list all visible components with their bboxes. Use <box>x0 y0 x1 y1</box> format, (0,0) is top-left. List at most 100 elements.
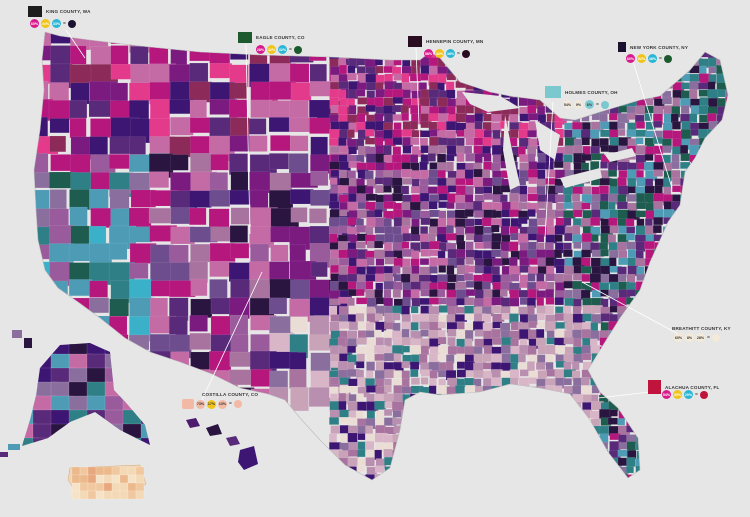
county-cell <box>409 154 419 164</box>
county-cell <box>618 346 630 354</box>
county-cell <box>500 121 509 129</box>
county-cell <box>565 481 575 488</box>
county-cell <box>663 346 674 357</box>
county-cell <box>384 89 394 98</box>
county-cell <box>555 418 569 430</box>
county-cell <box>608 361 619 371</box>
borough-cell <box>22 367 36 387</box>
county-cell <box>410 306 419 314</box>
county-cell <box>229 135 251 152</box>
county-cell <box>391 312 401 321</box>
county-cell <box>429 402 438 412</box>
county-cell <box>654 434 663 444</box>
county-cell <box>384 401 394 409</box>
county-cell <box>445 81 455 92</box>
county-cell <box>681 90 690 99</box>
county-cell <box>501 218 511 227</box>
county-cell <box>500 425 511 437</box>
county-cell <box>725 345 728 355</box>
county-cell <box>616 201 628 210</box>
county-cell <box>527 249 537 259</box>
borough-cell <box>86 353 108 370</box>
county-cell <box>400 185 410 195</box>
county-cell <box>490 418 500 429</box>
county-cell <box>599 442 609 450</box>
county-cell <box>401 168 413 178</box>
county-cell <box>309 32 335 45</box>
county-cell <box>707 297 716 307</box>
county-cell <box>636 378 648 390</box>
county-cell <box>734 466 743 475</box>
county-cell <box>500 450 512 459</box>
county-cell <box>563 458 572 469</box>
county-cell <box>662 65 672 75</box>
county-cell <box>465 425 474 435</box>
county-cell <box>708 304 719 314</box>
county-cell <box>662 226 673 236</box>
stat-dot: 54% <box>563 100 572 109</box>
county-cell <box>509 297 520 307</box>
county-cell <box>510 410 520 420</box>
county-cell <box>627 353 640 363</box>
county-cell <box>690 474 701 480</box>
county-cell <box>437 321 446 329</box>
county-cell <box>708 225 719 234</box>
county-cell <box>536 329 545 339</box>
county-cell <box>189 190 212 208</box>
county-cell <box>491 474 499 480</box>
county-cell <box>582 73 592 83</box>
county-cell <box>708 465 718 477</box>
county-cell <box>473 458 482 469</box>
county-cell <box>697 241 711 253</box>
county-cell <box>69 315 93 336</box>
borough-cell <box>104 395 127 412</box>
county-cell <box>420 169 429 180</box>
county-cell <box>554 209 565 218</box>
county-cell <box>635 298 644 308</box>
county-cell <box>736 275 744 284</box>
county-cell <box>726 281 728 289</box>
county-cell <box>527 473 539 480</box>
county-cell <box>491 50 500 58</box>
county-cell <box>375 170 385 178</box>
county-cell <box>34 64 52 84</box>
county-cell <box>501 377 511 389</box>
stat-dot: 44% <box>41 19 50 28</box>
county-cell <box>618 257 629 266</box>
county-cell <box>690 234 700 243</box>
county-cell <box>698 472 712 480</box>
county-cell <box>545 465 557 474</box>
county-label: HOLMES COUNTY, OH <box>565 89 618 95</box>
county-cell <box>671 218 682 227</box>
county-cell <box>509 450 520 458</box>
county-cell <box>411 433 421 444</box>
county-cell <box>545 432 558 443</box>
county-cell <box>599 433 609 444</box>
county-cell <box>510 417 524 428</box>
county-cell <box>69 117 87 139</box>
county-cell <box>699 465 708 477</box>
county-cell <box>545 289 555 300</box>
county-cell <box>392 457 405 467</box>
county-cell <box>608 330 618 339</box>
borough-cell <box>86 437 109 446</box>
county-cell <box>366 266 378 275</box>
county-cell <box>736 403 746 413</box>
county-cell <box>446 410 455 420</box>
county-cell <box>365 370 374 379</box>
county-cell <box>663 242 674 251</box>
county-cell <box>680 424 691 433</box>
county-cell <box>654 73 663 83</box>
municipio-cell <box>111 466 121 476</box>
municipio-cell <box>127 466 137 476</box>
county-cell <box>464 57 478 65</box>
county-cell <box>536 402 550 411</box>
county-cell <box>392 305 403 315</box>
county-cell <box>653 169 663 177</box>
county-cell <box>573 449 585 460</box>
county-cell <box>653 336 663 347</box>
borough-cell <box>104 367 127 385</box>
county-cell <box>662 249 675 257</box>
county-cell <box>644 330 654 338</box>
county-cell <box>49 135 66 152</box>
